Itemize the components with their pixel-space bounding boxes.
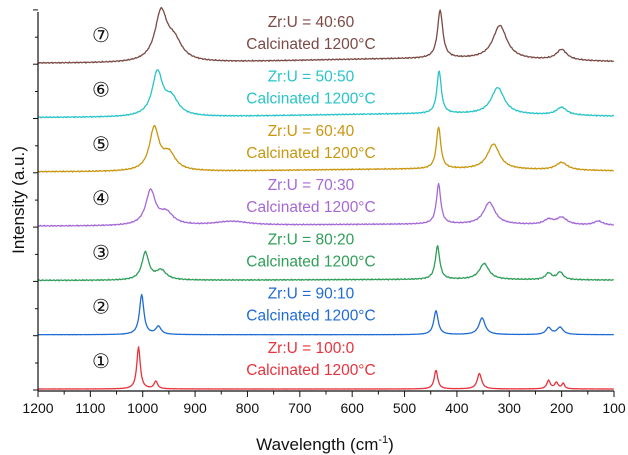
x-tick-label: 1100 [75, 400, 105, 416]
series-labels: ① Zr:U = 100:0 Calcinated 1200°C ② Zr:U = 90… [92, 14, 376, 379]
series-calcination-label: Calcinated 1200°C [246, 36, 375, 53]
series-calcination-label: Calcinated 1200°C [246, 253, 375, 270]
x-tick-label: 300 [498, 400, 522, 416]
x-tick-label: 900 [183, 400, 207, 416]
x-tick-label: 100 [602, 400, 626, 416]
y-axis-title: Intensity (a.u.) [9, 146, 28, 254]
series-ratio-label: Zr:U = 80:20 [268, 231, 355, 248]
series-ratio-label: Zr:U = 90:10 [268, 286, 355, 303]
series-calcination-label: Calcinated 1200°C [246, 91, 375, 108]
series-ratio-label: Zr:U = 40:60 [268, 14, 355, 31]
spectrum-line [37, 124, 614, 173]
series-calcination-label: Calcinated 1200°C [246, 145, 375, 162]
x-tick-label: 500 [393, 400, 417, 416]
series-number-marker: ⑤ [92, 132, 110, 156]
series-number-marker: ⑦ [92, 23, 110, 47]
series-number-marker: ⑥ [92, 78, 110, 102]
x-tick-label: 400 [445, 400, 469, 416]
x-tick-label: 1200 [22, 400, 53, 416]
spectrum-line [37, 346, 614, 390]
x-tick-label: 1000 [127, 400, 158, 416]
series-calcination-label: Calcinated 1200°C [246, 199, 375, 216]
series-number-marker: ① [92, 349, 110, 373]
spectrum-line [37, 245, 615, 282]
spectra-traces [37, 6, 615, 390]
x-tick-label: 200 [550, 400, 574, 416]
x-tick-label: 800 [236, 400, 260, 416]
axes: 1200 1100 1000 900 800 700 600 500 400 300 200 100 [22, 9, 626, 416]
spectrum-line [37, 182, 615, 228]
series-calcination-label: Calcinated 1200°C [246, 362, 375, 379]
series-ratio-label: Zr:U = 100:0 [268, 340, 355, 357]
series-number-marker: ② [92, 295, 110, 319]
spectrum-line [37, 293, 614, 336]
series-calcination-label: Calcinated 1200°C [246, 308, 375, 325]
series-ratio-label: Zr:U = 70:30 [268, 177, 355, 194]
series-ratio-label: Zr:U = 60:40 [268, 123, 355, 140]
series-number-marker: ④ [92, 186, 110, 210]
x-axis-title: Wavelength (cm-1) [256, 434, 394, 454]
series-number-marker: ③ [92, 240, 110, 264]
spectrum-line [37, 6, 614, 65]
x-tick-label: 700 [288, 400, 312, 416]
series-ratio-label: Zr:U = 50:50 [268, 69, 355, 86]
x-tick-label: 600 [341, 400, 365, 416]
spectrum-line [37, 69, 615, 119]
